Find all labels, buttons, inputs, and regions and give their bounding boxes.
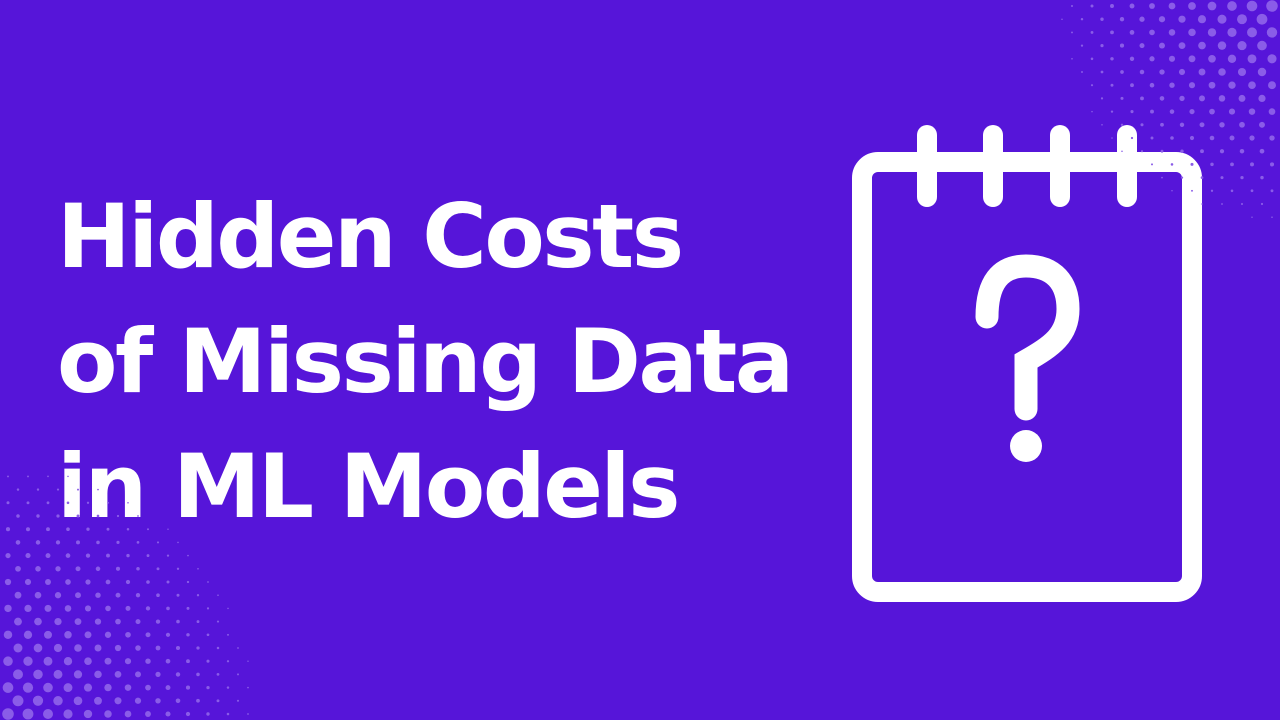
question-mark-icon — [975, 254, 1080, 462]
title-line-1: Hidden Costs — [57, 185, 684, 288]
title-line-2: of Missing Data — [57, 310, 794, 413]
title-line-3: in ML Models — [57, 435, 680, 538]
notepad-icon-svg — [852, 125, 1202, 602]
notepad-outline — [852, 125, 1202, 602]
notepad-question-icon — [840, 115, 1220, 615]
page-title: Hidden Costs of Missing Data in ML Model… — [57, 174, 794, 549]
